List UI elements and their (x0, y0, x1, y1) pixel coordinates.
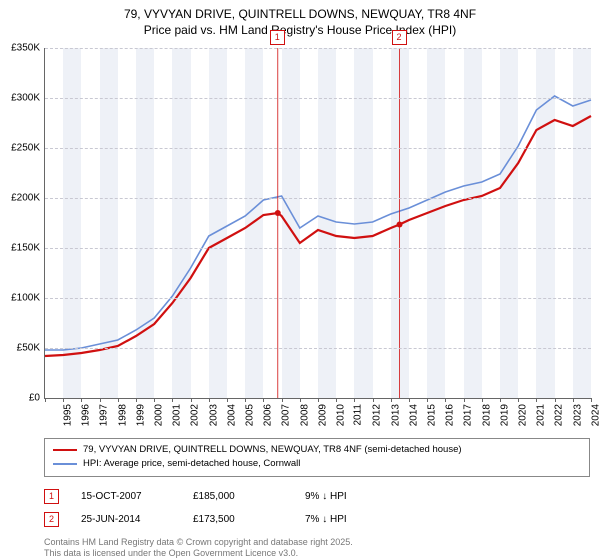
x-axis-label: 2005 (244, 404, 255, 426)
x-axis-label: 1997 (99, 404, 110, 426)
event-row: 2 25-JUN-2014 £173,500 7% ↓ HPI (44, 508, 590, 531)
x-axis-label: 2023 (572, 404, 583, 426)
chart-title: 79, VYVYAN DRIVE, QUINTRELL DOWNS, NEWQU… (0, 0, 600, 38)
x-axis-label: 2004 (226, 404, 237, 426)
event-marker-1: 1 (270, 30, 285, 45)
chart-container: 79, VYVYAN DRIVE, QUINTRELL DOWNS, NEWQU… (0, 0, 600, 560)
x-axis-label: 2002 (190, 404, 201, 426)
x-axis-label: 2013 (390, 404, 401, 426)
legend-box: 79, VYVYAN DRIVE, QUINTRELL DOWNS, NEWQU… (44, 438, 590, 477)
event-marker-icon: 2 (44, 512, 59, 527)
y-axis-label: £200K (11, 193, 40, 204)
x-axis-label: 2017 (463, 404, 474, 426)
event-row: 1 15-OCT-2007 £185,000 9% ↓ HPI (44, 485, 590, 508)
x-axis-label: 2021 (535, 404, 546, 426)
x-axis-label: 2009 (317, 404, 328, 426)
x-axis-label: 2003 (208, 404, 219, 426)
x-axis-label: 2006 (262, 404, 273, 426)
x-axis-label: 2022 (554, 404, 565, 426)
event-delta: 7% ↓ HPI (305, 514, 395, 525)
x-axis-label: 1995 (62, 404, 73, 426)
x-axis-label: 2012 (372, 404, 383, 426)
legend-swatch-hpi (53, 463, 77, 465)
footer-line-2: This data is licensed under the Open Gov… (44, 548, 590, 560)
plot-area (44, 48, 591, 399)
y-axis-label: £0 (29, 393, 40, 404)
footer-note: Contains HM Land Registry data © Crown c… (44, 537, 590, 560)
legend-row-hpi: HPI: Average price, semi-detached house,… (53, 457, 581, 471)
y-axis-label: £350K (11, 43, 40, 54)
legend-label-subject: 79, VYVYAN DRIVE, QUINTRELL DOWNS, NEWQU… (83, 443, 462, 457)
y-axis-label: £150K (11, 243, 40, 254)
x-axis-label: 1999 (135, 404, 146, 426)
x-axis-label: 2020 (517, 404, 528, 426)
event-delta: 9% ↓ HPI (305, 491, 395, 502)
x-axis-label: 2024 (590, 404, 600, 426)
x-axis-label: 1998 (117, 404, 128, 426)
event-marker-icon: 1 (44, 489, 59, 504)
x-axis-label: 2016 (444, 404, 455, 426)
event-price: £173,500 (193, 514, 283, 525)
event-date: 25-JUN-2014 (81, 514, 171, 525)
legend-label-hpi: HPI: Average price, semi-detached house,… (83, 457, 300, 471)
x-axis-label: 2014 (408, 404, 419, 426)
event-marker-2: 2 (392, 30, 407, 45)
x-axis-label: 2019 (499, 404, 510, 426)
x-axis-label: 2001 (171, 404, 182, 426)
x-axis-label: 2015 (426, 404, 437, 426)
series-hpi (45, 96, 591, 350)
line-series-svg (45, 48, 591, 398)
x-axis-label: 2000 (153, 404, 164, 426)
title-line-1: 79, VYVYAN DRIVE, QUINTRELL DOWNS, NEWQU… (0, 6, 600, 22)
event-rows: 1 15-OCT-2007 £185,000 9% ↓ HPI 2 25-JUN-2014… (44, 485, 590, 531)
series-subject (45, 116, 591, 356)
x-axis-label: 2018 (481, 404, 492, 426)
x-axis-label: 2011 (353, 404, 364, 426)
legend-row-subject: 79, VYVYAN DRIVE, QUINTRELL DOWNS, NEWQU… (53, 443, 581, 457)
x-axis-label: 2007 (281, 404, 292, 426)
footer-line-1: Contains HM Land Registry data © Crown c… (44, 537, 590, 549)
legend-swatch-subject (53, 449, 77, 451)
event-price: £185,000 (193, 491, 283, 502)
x-axis-label: 2010 (335, 404, 346, 426)
y-axis-label: £250K (11, 143, 40, 154)
y-axis-label: £100K (11, 293, 40, 304)
x-axis-label: 2008 (299, 404, 310, 426)
title-line-2: Price paid vs. HM Land Registry's House … (0, 22, 600, 38)
event-date: 15-OCT-2007 (81, 491, 171, 502)
y-axis-label: £50K (17, 343, 40, 354)
y-axis-label: £300K (11, 93, 40, 104)
x-axis-label: 1996 (80, 404, 91, 426)
legend-and-info: 79, VYVYAN DRIVE, QUINTRELL DOWNS, NEWQU… (44, 438, 590, 560)
